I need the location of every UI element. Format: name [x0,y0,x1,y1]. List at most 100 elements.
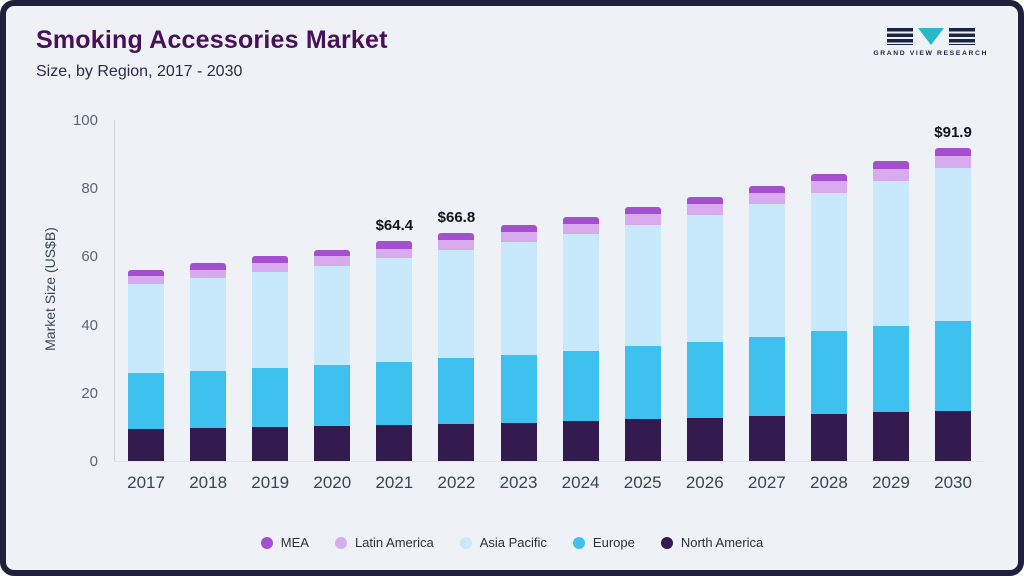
bar-column-2023: 2023 [487,120,549,492]
x-tick-2020: 2020 [313,473,352,492]
segment-asia-pacific-2022 [438,250,475,359]
value-label-2022: $66.8 [437,209,476,227]
bar-2026 [686,196,723,461]
segment-mea-2027 [748,185,785,194]
bar-2024 [562,216,599,461]
segment-latin-america-2019 [252,262,289,272]
legend-swatch-europe [572,536,585,549]
bar-2027 [748,185,785,461]
bar-column-2019: 2019 [239,120,301,492]
segment-asia-pacific-2021 [376,258,413,363]
legend-item-europe: Europe [572,535,635,550]
segment-latin-america-2023 [500,232,537,243]
segment-mea-2024 [562,216,599,224]
segment-mea-2026 [686,196,723,205]
legend-label-europe: Europe [592,535,635,550]
y-tick-40: 40 [81,316,98,334]
bar-2022: $66.8 [438,209,475,461]
bar-column-2021: $64.4 2021 [363,120,425,492]
title-block: Smoking Accessories Market Size, by Regi… [36,26,388,81]
bar-column-2017: 2017 [115,120,177,492]
segment-europe-2025 [624,346,661,420]
logo-text: GRAND VIEW RESEARCH [873,50,988,57]
bar-2019 [252,256,289,461]
segment-asia-pacific-2027 [748,204,785,337]
y-tick-100: 100 [72,112,98,129]
bar-column-2024: 2024 [550,120,612,492]
logo-left-glyph [886,28,913,45]
segment-mea-2019 [252,256,289,263]
segment-latin-america-2028 [810,181,847,193]
segment-europe-2021 [376,362,413,426]
bar-2029 [872,160,909,461]
segment-asia-pacific-2026 [686,215,723,342]
bar-chart: Market Size (US$B) 0 20 40 60 80 100 2017 2018… [40,112,988,492]
x-tick-2022: 2022 [437,473,476,492]
legend-swatch-mea [260,536,273,549]
segment-north-america-2024 [562,421,599,461]
bar-2023 [500,225,537,461]
bar-2030: $91.9 [934,124,972,461]
legend-label-asia-pacific: Asia Pacific [479,535,547,550]
segment-north-america-2018 [190,428,227,461]
segment-north-america-2027 [748,416,785,461]
segment-asia-pacific-2025 [624,225,661,347]
segment-asia-pacific-2017 [128,283,165,374]
x-tick-2017: 2017 [127,473,165,492]
segment-mea-2021 [376,241,413,249]
bar-column-2026: 2026 [674,120,736,492]
gvr-logo: GRAND VIEW RESEARCH [873,28,988,57]
segment-latin-america-2030 [935,155,972,168]
bar-column-2020: 2020 [301,120,363,492]
segment-latin-america-2029 [872,169,909,181]
segment-asia-pacific-2019 [252,271,289,368]
legend-label-mea: MEA [280,535,309,550]
segment-europe-2024 [562,350,599,422]
segment-asia-pacific-2018 [190,278,227,371]
x-tick-2024: 2024 [561,473,600,492]
segment-mea-2023 [500,225,537,233]
legend-item-latin-america: Latin America [334,535,434,550]
segment-mea-2030 [935,147,972,156]
segment-mea-2018 [190,263,227,270]
y-tick-80: 80 [81,180,98,198]
gvr-logo-mark [886,28,975,45]
bar-column-2028: 2028 [798,120,860,492]
segment-latin-america-2018 [190,269,227,279]
segment-latin-america-2020 [314,256,351,266]
segment-mea-2017 [128,270,165,276]
bar-column-2022: $66.8 2022 [425,120,487,492]
legend-swatch-north-america [660,536,673,549]
legend-item-mea: MEA [260,535,309,550]
segment-latin-america-2021 [376,248,413,259]
plot-area: 2017 2018 2019 2020 $64.4 2021 $66.8 2022 2023 20… [114,120,984,492]
segment-north-america-2017 [128,429,165,461]
legend-swatch-asia-pacific [459,536,472,549]
legend-item-north-america: North America [660,535,763,550]
segment-latin-america-2025 [624,214,661,226]
bar-2021: $64.4 [376,217,413,461]
y-axis-label: Market Size (US$B) [42,227,58,351]
x-tick-2029: 2029 [872,473,910,492]
x-tick-2019: 2019 [251,473,290,492]
segment-europe-2028 [810,331,847,414]
bar-column-2027: 2027 [736,120,798,492]
segment-mea-2020 [314,249,351,257]
segment-north-america-2022 [438,423,475,461]
segment-europe-2027 [748,336,785,416]
segment-mea-2029 [872,160,909,170]
segment-asia-pacific-2020 [314,265,351,366]
y-tick-0: 0 [89,453,98,470]
segment-europe-2017 [128,373,165,430]
segment-north-america-2029 [872,412,909,461]
segment-europe-2020 [314,365,351,427]
segment-europe-2023 [500,354,537,423]
x-tick-2028: 2028 [809,473,848,492]
segment-north-america-2025 [624,419,661,461]
segment-europe-2019 [252,367,289,428]
segment-north-america-2019 [252,427,289,461]
bar-column-2030: $91.9 2030 [922,120,984,492]
segment-latin-america-2017 [128,275,165,284]
segment-north-america-2020 [314,426,351,461]
segment-latin-america-2022 [438,240,475,251]
